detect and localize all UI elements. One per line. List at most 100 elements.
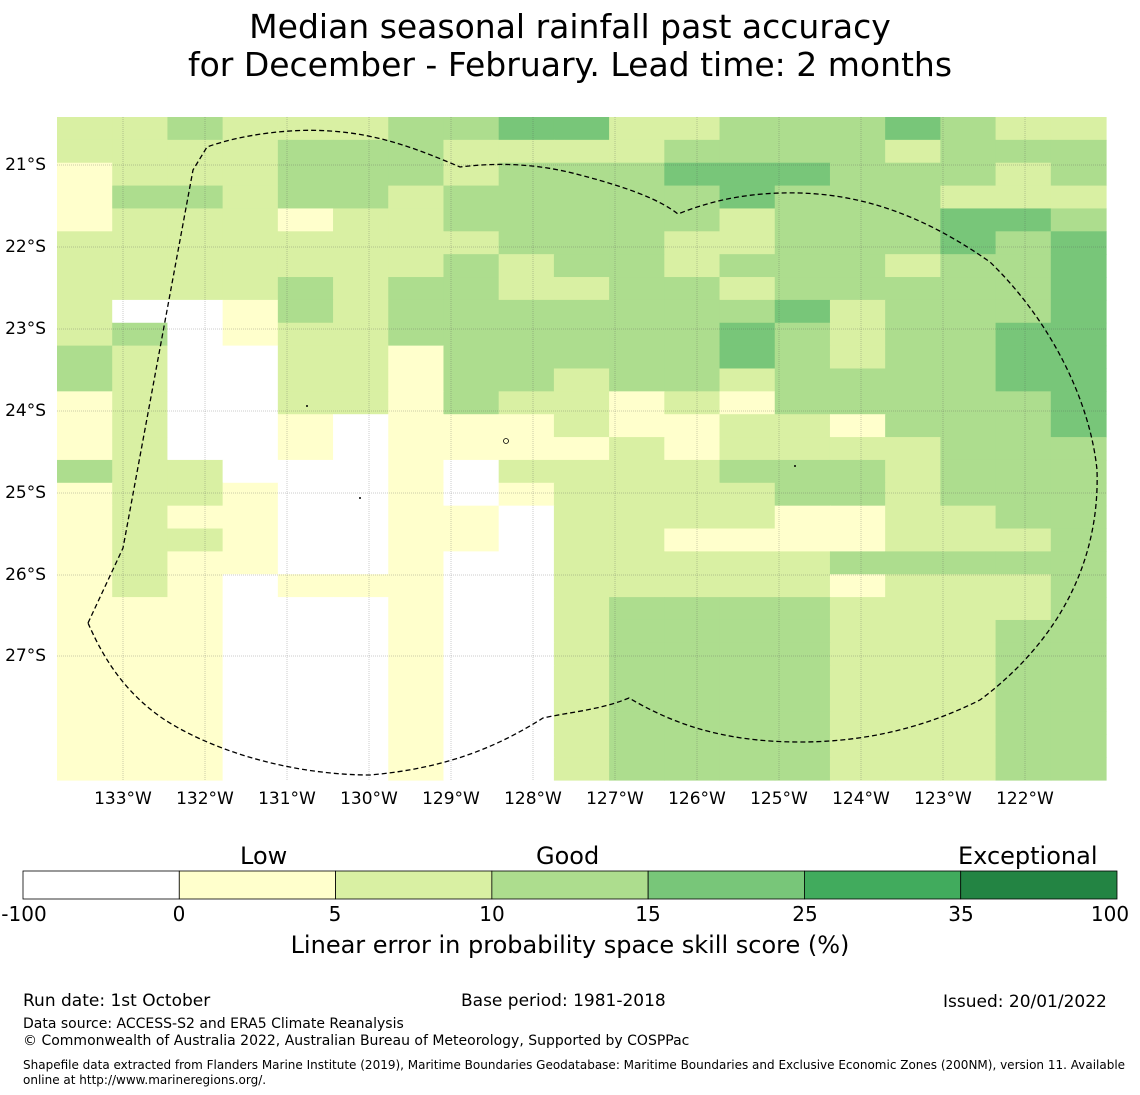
colorbar-category-low: Low [240,842,288,870]
grid-cell [664,619,721,644]
grid-cell [112,688,169,713]
grid-cell [277,619,334,644]
grid-cell [664,299,721,324]
grid-cell [609,711,665,735]
grid-cell [333,437,389,461]
grid-cell [719,482,776,507]
grid-cell [57,345,113,370]
grid-cell [388,208,445,232]
lat-label: 26°S [5,565,46,585]
grid-cell [995,505,1052,530]
grid-cell [222,459,279,484]
grid-cell [829,277,886,301]
grid-cell [443,208,500,232]
grid-cell [940,117,997,141]
base-period: Base period: 1981-2018 [461,991,666,1011]
grid-cell [885,551,941,575]
grid-cell [277,391,334,415]
grid-cell [167,162,224,187]
colorbar-tick: 5 [328,902,342,926]
grid-cell [1050,139,1107,164]
grid-cell [498,368,555,392]
grid-cell [774,574,831,598]
grid-cell [940,437,997,461]
grid-cell [664,139,721,164]
grid-cell [443,642,500,667]
grid-cell [885,254,941,278]
grid-cell [222,368,279,392]
chart-title-line-2: for December - February. Lead time: 2 mo… [187,45,953,84]
grid-cell [222,345,279,370]
grid-cell [609,551,665,575]
grid-cell [333,299,389,324]
grid-cell [333,574,389,598]
skill-grid [57,117,1107,781]
grid-cell [553,299,610,324]
grid-cell [609,459,665,484]
grid-cell [443,277,500,301]
grid-cell [388,734,445,758]
grid-cell [388,117,445,141]
grid-cell [167,368,224,392]
grid-cell [388,482,445,507]
grid-cell [719,322,776,347]
grid-cell [1050,437,1107,461]
grid-cell [498,597,555,621]
grid-cell [829,665,886,690]
grid-cell [774,322,831,347]
lon-label: 130°W [340,789,398,809]
grid-cell [553,117,610,141]
grid-cell [388,619,445,644]
grid-cell [609,619,665,644]
grid-cell [498,391,555,415]
grid-cell [829,459,886,484]
grid-cell [719,368,776,392]
grid-cell [885,619,941,644]
grid-cell [1050,254,1107,278]
grid-cell [57,574,113,598]
grid-cell [277,231,334,255]
grid-cell [995,345,1052,370]
grid-cell [995,482,1052,507]
grid-cell [277,254,334,278]
grid-cell [167,208,224,232]
grid-cell [609,368,665,392]
grid-cell [222,391,279,415]
grid-cell [222,231,279,255]
grid-cell [57,688,113,713]
grid-cell [719,117,776,141]
grid-cell [443,185,500,210]
grid-cell [388,688,445,713]
grid-cell [1050,208,1107,232]
grid-cell [719,437,776,461]
grid-cell [167,619,224,644]
grid-cell [333,711,389,735]
grid-cell [388,597,445,621]
grid-cell [167,437,224,461]
grid-cell [277,757,334,781]
grid-cell [333,254,389,278]
grid-cell [829,642,886,667]
grid-cell [222,208,279,232]
grid-cell [498,345,555,370]
grid-cell [940,322,997,347]
grid-cell [443,574,500,598]
grid-cell [774,231,831,255]
grid-cell [609,345,665,370]
grid-cell [277,139,334,164]
grid-cell [498,437,555,461]
grid-cell [609,322,665,347]
grid-cell [277,688,334,713]
grid-cell [388,711,445,735]
grid-cell [443,322,500,347]
grid-cell [774,597,831,621]
colorbar-tick: 35 [948,902,974,926]
grid-cell [553,345,610,370]
grid-cell [57,391,113,415]
grid-cell [498,505,555,530]
grid-cell [1050,642,1107,667]
grid-cell [609,757,665,781]
grid-cell [1050,162,1107,187]
grid-cell [995,139,1052,164]
grid-cell [774,162,831,187]
